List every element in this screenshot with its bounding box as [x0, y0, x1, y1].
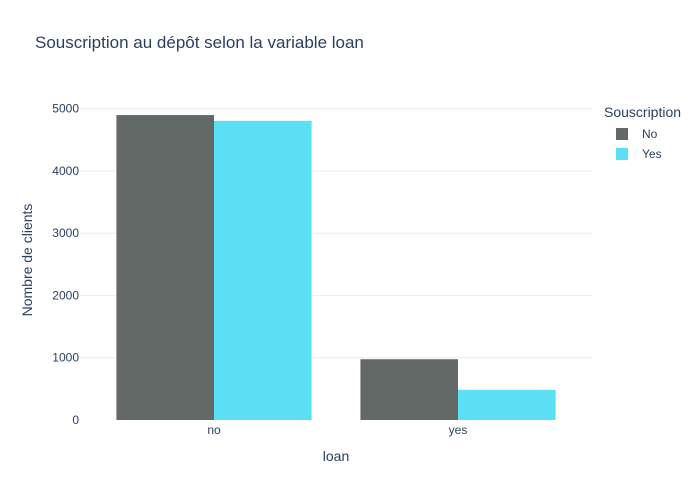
bar-yes-yes[interactable] [458, 389, 556, 420]
y-axis-ticks: 0 1000 2000 3000 4000 5000 [52, 102, 79, 427]
x-tick-label: no [207, 423, 221, 437]
x-axis-ticks: no yes [207, 423, 467, 437]
bar-no-yes[interactable] [360, 359, 458, 420]
x-tick-label: yes [449, 423, 468, 437]
bar-no-no[interactable] [116, 115, 214, 420]
y-tick-label: 1000 [52, 351, 79, 365]
y-tick-label: 3000 [52, 226, 79, 240]
y-tick-label: 5000 [52, 102, 79, 116]
bar-yes-no[interactable] [214, 120, 312, 421]
chart-title: Souscription au dépôt selon la variable … [35, 33, 364, 52]
legend-item-no[interactable]: No [604, 124, 681, 144]
legend-title: Souscription [604, 104, 682, 120]
y-axis-label: Nombre de clients [19, 204, 35, 317]
legend-label-no: No [642, 127, 658, 141]
x-axis-label: loan [323, 448, 349, 464]
gridlines [80, 108, 592, 359]
y-tick-label: 0 [72, 413, 79, 427]
y-tick-label: 4000 [52, 164, 79, 178]
legend-swatch-no [616, 128, 628, 140]
y-tick-label: 2000 [52, 288, 79, 302]
legend-swatch-yes [616, 148, 628, 160]
legend-label-yes: Yes [642, 147, 662, 161]
bars [116, 115, 556, 421]
legend: Souscription No Yes [604, 104, 681, 164]
legend-item-yes[interactable]: Yes [604, 144, 681, 164]
